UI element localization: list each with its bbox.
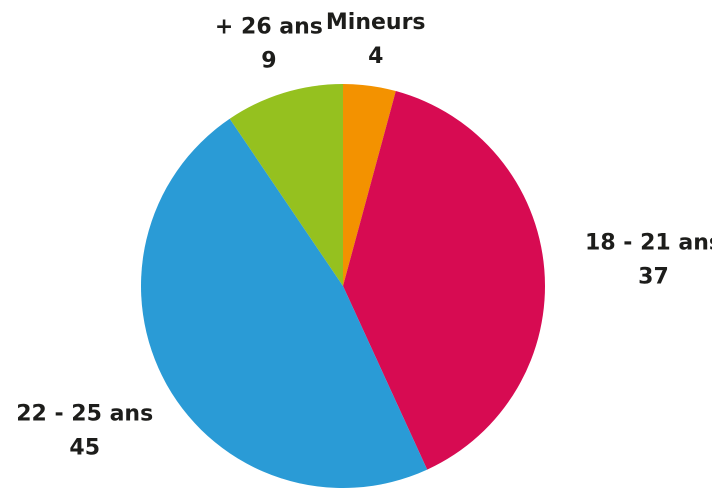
slice-label: 18 - 21 ans bbox=[585, 230, 712, 255]
slice-label: Mineurs bbox=[326, 10, 426, 35]
slice-label: + 26 ans bbox=[215, 15, 323, 40]
pie-slice bbox=[229, 84, 343, 286]
slice-value: 4 bbox=[368, 44, 383, 69]
pie-slice bbox=[343, 91, 545, 470]
pie-slice bbox=[343, 84, 396, 286]
slice-value: 37 bbox=[638, 264, 669, 289]
slice-value: 45 bbox=[69, 435, 100, 460]
slice-value: 9 bbox=[261, 49, 276, 74]
slice-label: 22 - 25 ans bbox=[16, 401, 153, 426]
pie-slice bbox=[141, 118, 428, 488]
